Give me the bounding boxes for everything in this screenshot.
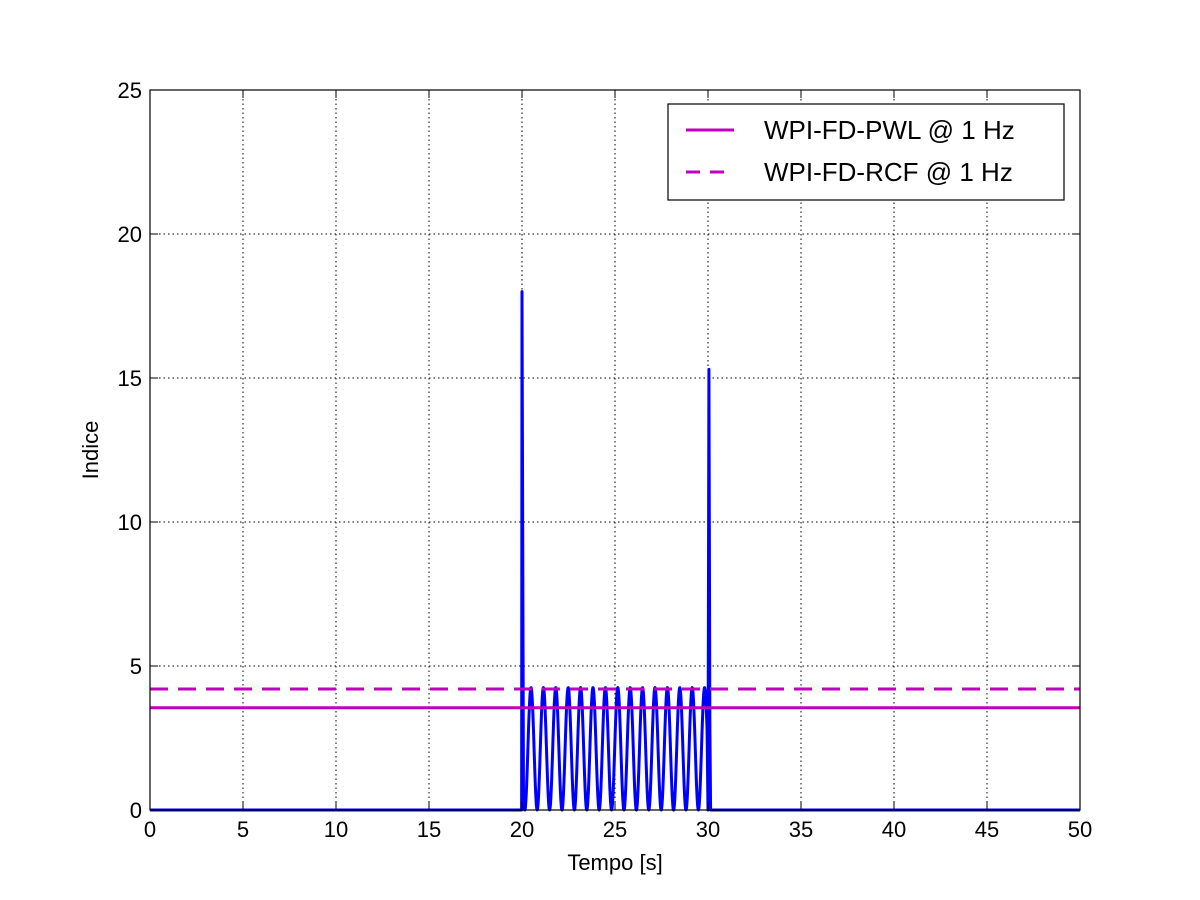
x-tick-label: 50 [1068,817,1092,842]
x-tick-label: 5 [237,817,249,842]
axis-ticks: 0 5 10 15 20 25 30 35 40 45 50 0 5 10 15 20 25 [118,78,1093,842]
legend-label-rcf: WPI-FD-RCF @ 1 Hz [764,157,1013,187]
y-tick-label: 25 [118,78,142,103]
x-tick-label: 30 [696,817,720,842]
legend: WPI-FD-PWL @ 1 Hz WPI-FD-RCF @ 1 Hz [667,103,1065,201]
legend-box [667,103,1065,201]
legend-label-pwl: WPI-FD-PWL @ 1 Hz [764,115,1015,145]
series-layer [150,290,1080,812]
x-tick-label: 15 [417,817,441,842]
x-tick-label: 45 [975,817,999,842]
x-axis-label: Tempo [s] [567,850,662,875]
x-tick-label: 40 [882,817,906,842]
y-tick-label: 0 [130,798,142,823]
y-tick-label: 15 [118,366,142,391]
y-tick-label: 20 [118,222,142,247]
x-tick-label: 10 [324,817,348,842]
y-tick-label: 5 [130,654,142,679]
x-tick-label: 0 [144,817,156,842]
x-tick-label: 20 [510,817,534,842]
series-line-signal [150,290,1080,812]
y-tick-label: 10 [118,510,142,535]
y-axis-label: Indice [78,421,103,480]
x-tick-label: 35 [789,817,813,842]
x-tick-label: 25 [603,817,627,842]
